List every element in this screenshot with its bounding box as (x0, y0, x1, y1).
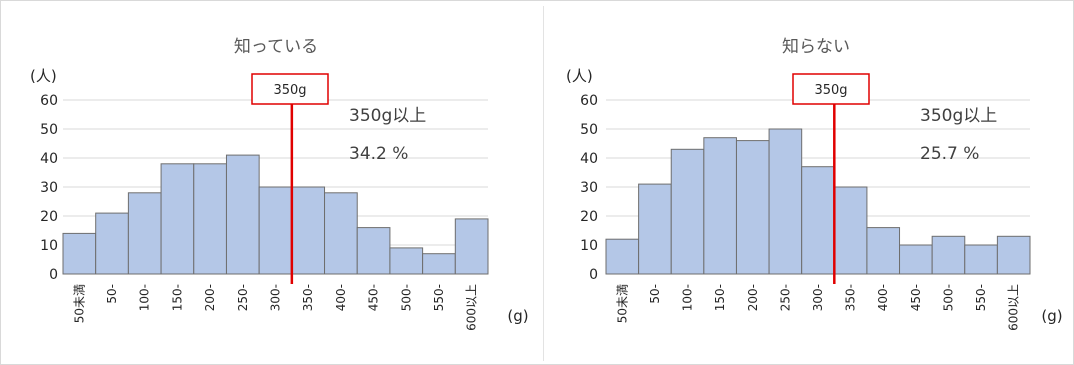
histogram-bar (931, 235, 966, 275)
histogram-bar (225, 154, 260, 275)
histogram-bar (291, 186, 326, 275)
x-tick-label: 300- (269, 284, 283, 311)
y-axis-unit: (人) (566, 67, 593, 85)
reference-label-box (251, 73, 329, 105)
histogram-bar (833, 186, 868, 275)
y-tick-label: 30 (40, 180, 58, 196)
x-tick-label: 150- (713, 284, 727, 311)
histogram-bar (964, 244, 998, 275)
x-tick-label: 250- (236, 284, 250, 311)
histogram-bar (996, 235, 1031, 275)
y-tick-label: 50 (40, 122, 58, 138)
histogram-bar (258, 186, 293, 275)
x-tick-label: 50未満 (615, 284, 629, 323)
histogram-bar (638, 183, 672, 275)
histogram-bar (389, 247, 424, 275)
annotation-threshold: 350g以上 (920, 106, 997, 126)
histogram-bar (703, 137, 737, 275)
y-tick-label: 10 (580, 238, 598, 254)
x-axis-unit: (g) (1041, 307, 1062, 325)
x-tick-label: 50- (648, 284, 662, 304)
reference-label-box (792, 73, 870, 105)
annotation-percent: 25.7 % (920, 144, 979, 164)
x-tick-label: 200- (746, 284, 760, 311)
panel-divider (543, 6, 544, 361)
histogram-bar (454, 218, 489, 275)
x-tick-label: 200- (203, 284, 217, 311)
histogram-bar (95, 212, 129, 275)
x-tick-label: 350- (301, 284, 315, 311)
histogram-bar (899, 244, 933, 275)
x-tick-label: 50未満 (72, 284, 86, 323)
annotation-percent: 34.2 % (349, 144, 408, 164)
x-tick-label: 550- (432, 284, 446, 311)
reference-label: 350g (814, 83, 847, 98)
histogram-bar (193, 163, 227, 275)
x-tick-label: 250- (778, 284, 792, 311)
histogram-bar (356, 227, 391, 275)
x-tick-label: 500- (399, 284, 413, 311)
histogram-bar (670, 148, 705, 275)
chart-known: 知っている (人) 0 10 20 30 40 50 60 50未満 50- 100- 150- 200-… (30, 37, 529, 331)
x-tick-label: 100- (681, 284, 695, 311)
x-tick-label: 100- (138, 284, 152, 311)
y-tick-label: 40 (580, 151, 598, 167)
x-tick-label: 450- (909, 284, 923, 311)
histogram-bar (127, 192, 162, 275)
x-tick-label: 600以上 (465, 284, 479, 331)
y-tick-label: 40 (40, 151, 58, 167)
histogram-bar (62, 232, 97, 275)
x-tick-label: 400- (334, 284, 348, 311)
y-tick-label: 60 (580, 93, 598, 109)
x-tick-label: 50- (105, 284, 119, 304)
histogram-bar (160, 163, 195, 275)
reference-label: 350g (273, 83, 306, 98)
x-axis-unit: (g) (507, 307, 528, 325)
histogram-bar (605, 238, 640, 275)
y-tick-label: 50 (580, 122, 598, 138)
y-axis-unit: (人) (30, 67, 57, 85)
x-tick-label: 500- (941, 284, 955, 311)
x-tick-label: 450- (367, 284, 381, 311)
x-tick-label: 300- (811, 284, 825, 311)
histogram-bar (735, 140, 770, 275)
annotation-threshold: 350g以上 (349, 106, 426, 126)
histogram-bar (324, 192, 358, 275)
chart-unknown: 知らない (人) 0 10 20 30 40 50 60 50未満 50- 100- 150- 200- 2… (566, 37, 1063, 331)
histogram-bar (801, 166, 835, 275)
y-tick-label: 10 (40, 238, 58, 254)
y-tick-label: 0 (49, 267, 58, 283)
histogram-bar (768, 128, 803, 275)
histogram-bar (422, 253, 456, 275)
x-tick-label: 600以上 (1007, 284, 1021, 331)
x-tick-label: 150- (170, 284, 184, 311)
chart-title: 知っている (234, 37, 318, 57)
y-tick-label: 20 (580, 209, 598, 225)
y-tick-label: 0 (589, 267, 598, 283)
x-tick-label: 550- (974, 284, 988, 311)
y-tick-label: 60 (40, 93, 58, 109)
x-tick-label: 400- (876, 284, 890, 311)
chart-title: 知らない (782, 37, 850, 57)
histogram-bar (866, 227, 901, 275)
y-tick-label: 20 (40, 209, 58, 225)
y-tick-label: 30 (580, 180, 598, 196)
x-tick-label: 350- (844, 284, 858, 311)
